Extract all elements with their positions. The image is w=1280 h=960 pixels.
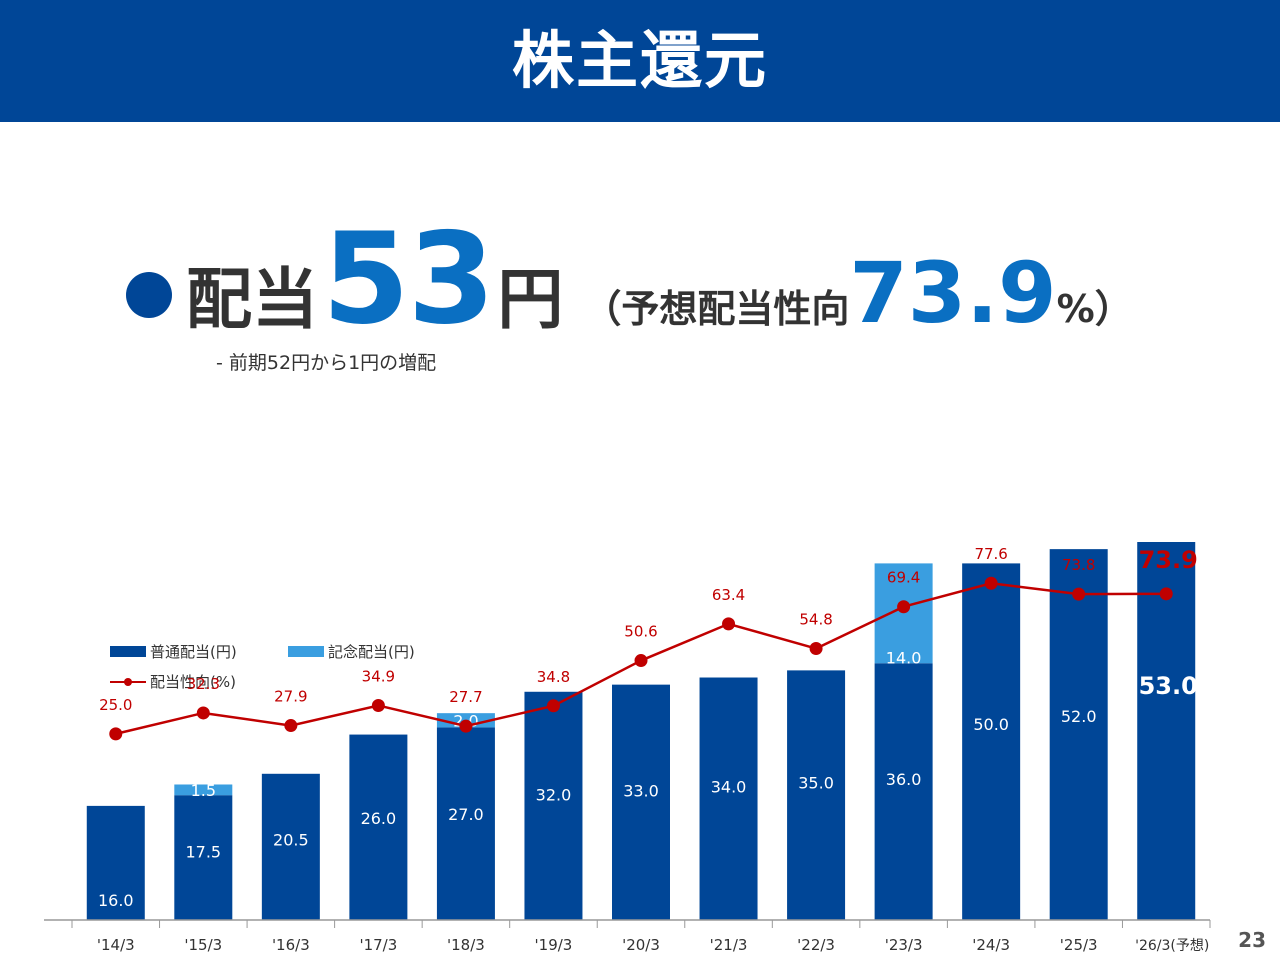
bar-ordinary: [174, 795, 233, 920]
x-tick-label: '15/3: [184, 936, 222, 954]
dividend-amount: 53: [322, 205, 495, 352]
chart-legend: 普通配当(円) 記念配当(円) 配当性向(%): [110, 636, 466, 696]
payout-marker: [1159, 587, 1173, 601]
x-tick-label: '20/3: [622, 936, 660, 954]
payout-value-label: 34.9: [362, 668, 395, 686]
page-title: 株主還元: [511, 24, 768, 97]
payout-marker: [984, 576, 998, 590]
x-tick-label: '25/3: [1060, 936, 1098, 954]
payout-ratio-suffix: %）: [1056, 287, 1133, 331]
x-tick-label: '26/3(予想): [1135, 938, 1209, 954]
bar-value-label: 50.0: [973, 715, 1009, 734]
dividend-label: 配当: [186, 261, 318, 338]
payout-ratio-value: 73.9: [849, 244, 1057, 342]
bar-value-label: 17.5: [185, 842, 221, 861]
payout-value-label: 32.3: [187, 675, 220, 693]
payout-marker: [809, 642, 823, 656]
bar-ordinary: [1137, 542, 1196, 920]
payout-marker: [546, 699, 560, 713]
bar-ordinary: [962, 563, 1021, 920]
legend-swatch-ordinary: [110, 645, 146, 657]
bar-value-label: 16.0: [98, 891, 134, 910]
bar-ordinary: [261, 773, 320, 920]
x-tick-label: '16/3: [272, 936, 310, 954]
x-tick-label: '17/3: [359, 936, 397, 954]
payout-value-label: 50.6: [624, 623, 657, 641]
payout-value-label: 25.0: [99, 696, 132, 714]
bar-value-label: 27.0: [448, 805, 484, 824]
payout-value-label: 73.9: [1139, 546, 1198, 574]
commemorative-value-label: 1.5: [191, 781, 216, 800]
dividend-headline: 配当 53 円 （予想配当性向 73.9 %）: [126, 205, 1276, 352]
x-tick-label: '14/3: [97, 936, 135, 954]
bar-value-label: 20.5: [273, 831, 309, 850]
payout-value-label: 69.4: [887, 569, 920, 587]
bar-ordinary: [874, 663, 933, 920]
payout-value-label: 63.4: [712, 586, 745, 604]
payout-marker: [1072, 587, 1086, 601]
payout-value-label: 54.8: [799, 611, 832, 629]
x-tick-label: '22/3: [797, 936, 835, 954]
bar-value-label: 33.0: [623, 782, 659, 801]
bar-ordinary: [612, 684, 670, 920]
payout-marker: [897, 600, 911, 614]
bar-value-label: 35.0: [798, 774, 834, 793]
bar-commemorative: [174, 784, 233, 796]
commemorative-value-label: 14.0: [886, 648, 922, 667]
bar-value-label: 36.0: [886, 770, 922, 789]
bar-value-label: 26.0: [361, 809, 397, 828]
payout-marker: [634, 654, 648, 668]
bar-value-label: 53.0: [1139, 672, 1198, 700]
legend-label-commemorative: 記念配当(円): [328, 642, 415, 661]
legend-swatch-payout: [110, 676, 146, 687]
legend-item-ordinary: 普通配当(円): [110, 641, 288, 662]
payout-ratio-prefix: （予想配当性向: [583, 287, 850, 331]
payout-marker: [109, 727, 123, 741]
payout-value-label: 77.6: [974, 545, 1007, 563]
payout-value-label: 73.8: [1062, 556, 1095, 574]
payout-marker: [284, 719, 298, 733]
legend-item-payout: 配当性向(%): [110, 671, 288, 692]
x-tick-label: '19/3: [535, 936, 573, 954]
bar-value-label: 52.0: [1061, 707, 1097, 726]
bar-ordinary: [787, 670, 846, 920]
bar-ordinary: [349, 734, 408, 920]
bar-commemorative: [874, 563, 933, 664]
x-tick-label: '24/3: [972, 936, 1010, 954]
legend-swatch-commemorative: [288, 645, 324, 657]
page-number: 23: [1238, 928, 1266, 952]
legend-label-payout: 配当性向(%): [150, 672, 236, 691]
x-tick-label: '18/3: [447, 936, 485, 954]
x-tick-label: '23/3: [885, 936, 923, 954]
dividend-note: - 前期52円から1円の増配: [216, 352, 437, 374]
bar-ordinary: [524, 691, 583, 920]
header-bar: 株主還元: [0, 0, 1280, 122]
dividend-chart: '14/3 '15/3 '16/3 '17/3 '18/3 '19/3 '20/3 '21/3…: [44, 542, 1211, 954]
payout-value-label: 34.8: [537, 668, 570, 686]
payout-marker: [196, 706, 210, 720]
payout-marker: [459, 719, 473, 733]
bullet-icon: [126, 272, 172, 318]
bar-value-label: 34.0: [711, 778, 747, 797]
payout-marker: [722, 617, 736, 631]
bar-ordinary: [436, 727, 495, 920]
bar-ordinary: [699, 677, 758, 920]
legend-label-ordinary: 普通配当(円): [150, 642, 237, 661]
payout-value-label: 27.7: [449, 688, 482, 706]
payout-value-label: 27.9: [274, 688, 307, 706]
legend-item-commemorative: 記念配当(円): [288, 641, 466, 662]
dividend-unit: 円: [497, 261, 564, 338]
bar-value-label: 32.0: [536, 785, 572, 804]
bar-ordinary: [86, 805, 145, 920]
x-tick-label: '21/3: [710, 936, 748, 954]
payout-marker: [371, 699, 385, 713]
bar-ordinary: [1049, 549, 1108, 920]
